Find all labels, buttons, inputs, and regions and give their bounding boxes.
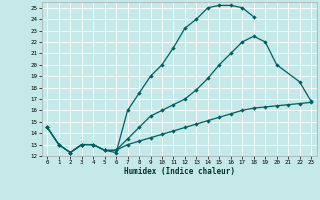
X-axis label: Humidex (Indice chaleur): Humidex (Indice chaleur) xyxy=(124,167,235,176)
